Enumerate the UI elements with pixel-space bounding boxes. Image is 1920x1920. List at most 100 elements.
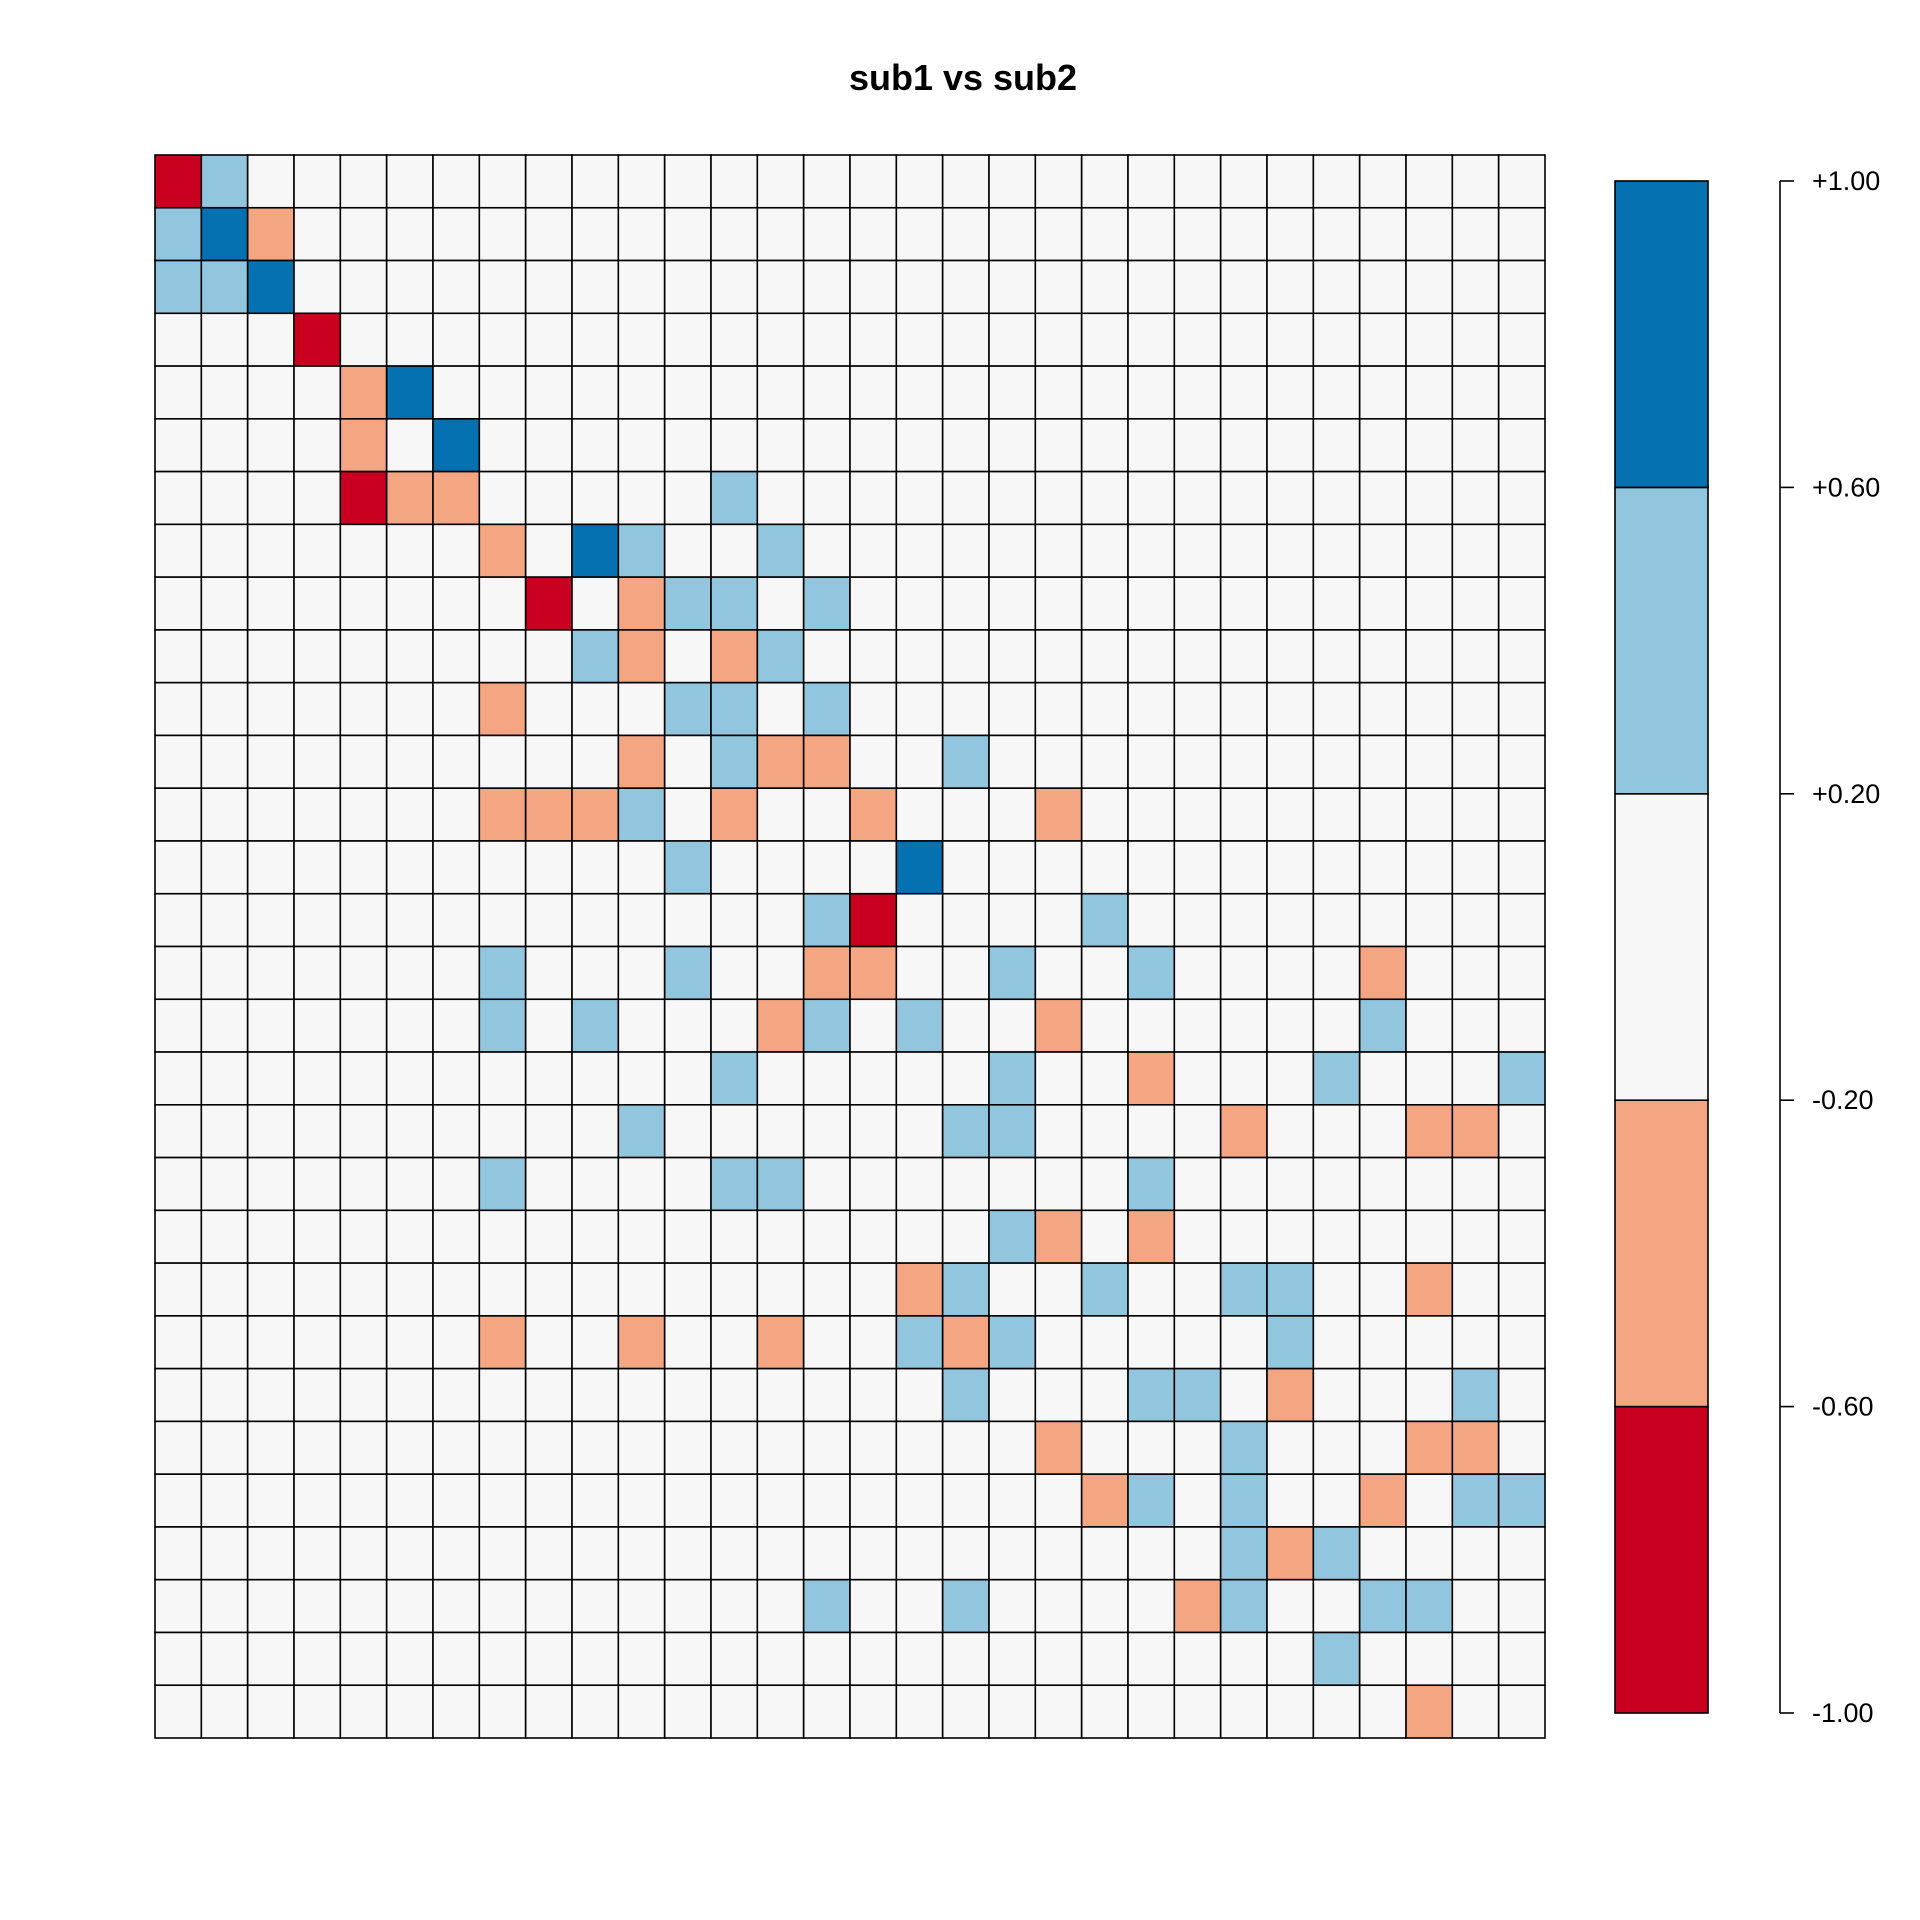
heatmap-cell-r2-c21 [1080,206,1129,262]
heatmap-cell-r12-c1 [154,734,203,789]
heatmap-cell-r12-c10 [571,734,620,789]
heatmap-cell-r8-c1 [154,523,203,578]
heatmap-cell-r13-c18 [941,787,990,842]
heatmap-cell-r18-c25 [1266,1051,1315,1106]
heatmap-cell-r26-c30 [1497,1473,1546,1528]
heatmap-cell-r28-c18 [941,1578,990,1634]
heatmap-cell-r26-c8 [478,1473,527,1528]
heatmap-cell-r21-c15 [802,1209,851,1264]
heatmap-cell-r10-c18 [941,629,990,684]
heatmap-cell-r17-c26 [1312,998,1361,1053]
heatmap-cell-r30-c16 [849,1684,898,1739]
heatmap-cell-r12-c20 [1034,734,1083,789]
heatmap-cell-r13-c15 [802,787,851,842]
heatmap-cell-r24-c26 [1312,1367,1361,1423]
heatmap-cell-r3-c11 [617,259,666,315]
heatmap-cell-r15-c21 [1080,892,1129,948]
heatmap-cell-r14-c24 [1219,840,1268,895]
heatmap-cell-r23-c11 [617,1315,666,1370]
heatmap-cell-r11-c7 [432,681,481,737]
heatmap-cell-r12-c16 [849,734,898,789]
heatmap-cell-r18-c10 [571,1051,620,1106]
heatmap-cell-r9-c15 [802,576,851,631]
heatmap-cell-r12-c3 [246,734,295,789]
heatmap-cell-r23-c18 [941,1315,990,1370]
heatmap-cell-r4-c9 [524,312,573,367]
heatmap-cell-r12-c5 [339,734,388,789]
heatmap-cell-r19-c28 [1405,1104,1454,1159]
colorbar-bin-1 [1614,1405,1709,1714]
heatmap-cell-r10-c22 [1127,629,1176,684]
heatmap-cell-r3-c1 [154,259,203,315]
heatmap-cell-r1-c27 [1358,154,1407,209]
heatmap-cell-r23-c4 [293,1315,342,1370]
heatmap-cell-r13-c29 [1451,787,1500,842]
heatmap-cell-r13-c5 [339,787,388,842]
heatmap-cell-r7-c21 [1080,470,1129,526]
heatmap-cell-r10-c20 [1034,629,1083,684]
heatmap-cell-r25-c21 [1080,1420,1129,1475]
heatmap-cell-r27-c13 [710,1526,759,1581]
heatmap-cell-r8-c25 [1266,523,1315,578]
heatmap-cell-r17-c1 [154,998,203,1053]
heatmap-cell-r1-c20 [1034,154,1083,209]
heatmap-cell-r8-c12 [663,523,712,578]
heatmap-cell-r12-c12 [663,734,712,789]
heatmap-cell-r6-c21 [1080,418,1129,473]
heatmap-cell-r10-c6 [385,629,434,684]
heatmap-cell-r10-c9 [524,629,573,684]
heatmap-cell-r11-c30 [1497,681,1546,737]
heatmap-cell-r26-c25 [1266,1473,1315,1528]
heatmap-cell-r30-c29 [1451,1684,1500,1739]
heatmap-cell-r16-c19 [988,945,1037,1001]
heatmap-cell-r14-c2 [200,840,249,895]
heatmap-cell-r26-c21 [1080,1473,1129,1528]
heatmap-cell-r20-c13 [710,1156,759,1212]
heatmap-cell-r8-c14 [756,523,805,578]
heatmap-cell-r6-c27 [1358,418,1407,473]
heatmap-cell-r30-c21 [1080,1684,1129,1739]
heatmap-cell-r6-c20 [1034,418,1083,473]
heatmap-cell-r15-c5 [339,892,388,948]
heatmap-cell-r14-c10 [571,840,620,895]
heatmap-cell-r7-c27 [1358,470,1407,526]
heatmap-cell-r26-c24 [1219,1473,1268,1528]
heatmap-cell-r26-c13 [710,1473,759,1528]
heatmap-cell-r5-c9 [524,365,573,420]
heatmap-cell-r4-c25 [1266,312,1315,367]
heatmap-cell-r8-c17 [895,523,944,578]
heatmap-cell-r6-c30 [1497,418,1546,473]
heatmap-cell-r15-c10 [571,892,620,948]
heatmap-cell-r13-c21 [1080,787,1129,842]
heatmap-cell-r20-c28 [1405,1156,1454,1212]
heatmap-cell-r2-c9 [524,206,573,262]
heatmap-cell-r2-c15 [802,206,851,262]
heatmap-cell-r14-c14 [756,840,805,895]
heatmap-cell-r11-c15 [802,681,851,737]
heatmap-cell-r2-c20 [1034,206,1083,262]
heatmap-cell-r9-c8 [478,576,527,631]
heatmap-cell-r2-c11 [617,206,666,262]
heatmap-cell-r1-c18 [941,154,990,209]
heatmap-cell-r1-c2 [200,154,249,209]
heatmap-cell-r14-c9 [524,840,573,895]
heatmap-cell-r20-c19 [988,1156,1037,1212]
heatmap-cell-r27-c24 [1219,1526,1268,1581]
heatmap-cell-r29-c10 [571,1631,620,1687]
heatmap-cell-r8-c10 [571,523,620,578]
heatmap-cell-r29-c3 [246,1631,295,1687]
heatmap-cell-r14-c15 [802,840,851,895]
heatmap-cell-r14-c11 [617,840,666,895]
heatmap-cell-r16-c17 [895,945,944,1001]
heatmap-cell-r9-c16 [849,576,898,631]
heatmap-cell-r25-c24 [1219,1420,1268,1475]
heatmap-cell-r7-c17 [895,470,944,526]
heatmap-cell-r2-c30 [1497,206,1546,262]
heatmap-cell-r25-c23 [1173,1420,1222,1475]
heatmap-cell-r2-c10 [571,206,620,262]
heatmap-cell-r22-c7 [432,1262,481,1317]
heatmap-cell-r7-c29 [1451,470,1500,526]
heatmap-cell-r25-c16 [849,1420,898,1475]
heatmap-cell-r22-c22 [1127,1262,1176,1317]
heatmap-cell-r8-c20 [1034,523,1083,578]
